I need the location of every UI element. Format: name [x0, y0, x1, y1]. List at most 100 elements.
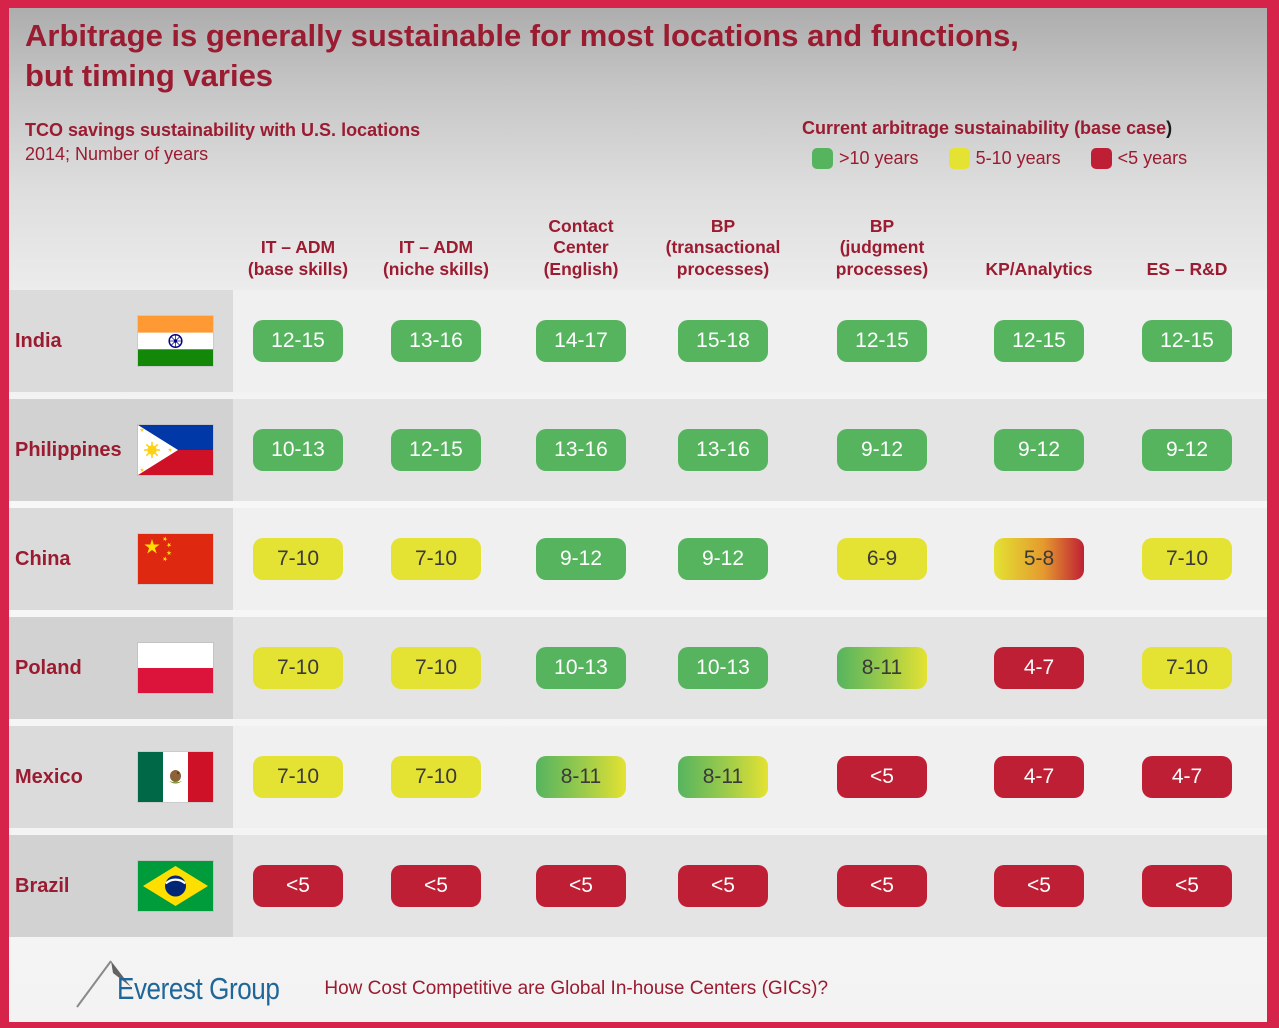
value-pill: 13-16: [678, 429, 768, 471]
value-pill: 12-15: [837, 320, 927, 362]
legend-item: <5 years: [1090, 148, 1188, 169]
table-cell: 14-17: [509, 290, 653, 392]
value-pill: 7-10: [253, 538, 343, 580]
legend-label: <5 years: [1117, 148, 1188, 168]
country-name: Poland: [15, 656, 82, 679]
value-pill: 8-11: [837, 647, 927, 689]
table-cell: 9-12: [971, 399, 1107, 501]
india-flag-icon: [138, 316, 213, 366]
column-header: ES – R&D: [1146, 258, 1228, 279]
value-pill: <5: [837, 865, 927, 907]
table-cell: 7-10: [233, 726, 363, 828]
table-cell: 5-8: [971, 508, 1107, 610]
value-pill: 15-18: [678, 320, 768, 362]
value-pill: 9-12: [1142, 429, 1232, 471]
value-pill: 7-10: [391, 647, 481, 689]
table-cell: 15-18: [653, 290, 793, 392]
country-name: India: [15, 329, 62, 352]
red-swatch-icon: [1090, 148, 1112, 169]
table-cell: 8-11: [653, 726, 793, 828]
row-label: Poland: [9, 617, 233, 719]
value-pill: 10-13: [253, 429, 343, 471]
brazil-flag-icon: [138, 861, 213, 911]
value-pill: 7-10: [253, 647, 343, 689]
table-header: IT – ADM (base skills) IT – ADM (niche sk…: [9, 204, 1267, 288]
value-pill: 12-15: [994, 320, 1084, 362]
value-pill: 4-7: [994, 647, 1084, 689]
table-cell: 12-15: [233, 290, 363, 392]
table-cell: <5: [233, 835, 363, 937]
table-cell: 7-10: [363, 726, 509, 828]
value-pill: <5: [1142, 865, 1232, 907]
table-row: India 12-15 13-16 14-17 15-18 12-15 12-15 12-1…: [9, 290, 1267, 392]
table-row: China 7-10 7-10 9-12 9-12 6-9 5-8 7-10: [9, 508, 1267, 610]
table-cell: 10-13: [233, 399, 363, 501]
value-pill: 7-10: [1142, 538, 1232, 580]
value-pill: <5: [837, 756, 927, 798]
row-label: India: [9, 290, 233, 392]
poland-flag-icon: [138, 643, 213, 693]
philippines-flag-icon: [138, 425, 213, 475]
table-cell: 12-15: [1107, 290, 1267, 392]
legend-items: >10 years 5-10 years <5 years: [812, 148, 1217, 169]
legend-title: Current arbitrage sustainability (base c…: [802, 118, 1217, 139]
subtitle-line1: TCO savings sustainability with U.S. loc…: [25, 120, 421, 140]
value-pill: <5: [253, 865, 343, 907]
mexico-flag-icon: [138, 752, 213, 802]
value-pill: 5-8: [994, 538, 1084, 580]
value-pill: <5: [994, 865, 1084, 907]
value-pill: 9-12: [678, 538, 768, 580]
country-name: China: [15, 547, 71, 570]
value-pill: 6-9: [837, 538, 927, 580]
everest-group-logo: Everest Group: [76, 960, 310, 1008]
table-cell: 13-16: [363, 290, 509, 392]
value-pill: 7-10: [1142, 647, 1232, 689]
table-cell: <5: [363, 835, 509, 937]
value-pill: 14-17: [536, 320, 626, 362]
value-pill: <5: [678, 865, 768, 907]
country-name: Brazil: [15, 874, 70, 897]
column-header: BP (transactional processes): [665, 215, 781, 279]
china-flag-icon: [138, 534, 213, 584]
value-pill: 7-10: [253, 756, 343, 798]
yellow-swatch-icon: [948, 148, 970, 169]
chart-subtitle: TCO savings sustainability with U.S. loc…: [25, 118, 420, 167]
value-pill: 4-7: [1142, 756, 1232, 798]
table-cell: <5: [509, 835, 653, 937]
column-header: Contact Center (English): [543, 215, 619, 279]
footer-caption: How Cost Competitive are Global In-house…: [324, 978, 829, 999]
value-pill: 8-11: [678, 756, 768, 798]
table-cell: 7-10: [1107, 617, 1267, 719]
table-cell: 9-12: [1107, 399, 1267, 501]
table-cell: 9-12: [509, 508, 653, 610]
table-cell: 4-7: [971, 617, 1107, 719]
value-pill: 10-13: [678, 647, 768, 689]
legend-title-paren: ): [1166, 118, 1173, 138]
value-pill: 13-16: [391, 320, 481, 362]
slide-title-line2: but timing varies: [25, 57, 274, 93]
table-cell: 9-12: [653, 508, 793, 610]
table-row: Poland 7-10 7-10 10-13 10-13 8-11 4-7 7-10: [9, 617, 1267, 719]
legend: Current arbitrage sustainability (base c…: [802, 118, 1217, 169]
table-cell: <5: [971, 835, 1107, 937]
table-cell: 7-10: [233, 617, 363, 719]
value-pill: 12-15: [391, 429, 481, 471]
column-header: IT – ADM (base skills): [247, 237, 349, 279]
row-label: China: [9, 508, 233, 610]
table-row: Brazil <5 <5 <5 <5 <5 <5 <5: [9, 835, 1267, 937]
slide-title-line1: Arbitrage is generally sustainable for m…: [25, 18, 1019, 53]
table-cell: 10-13: [509, 617, 653, 719]
table-cell: 7-10: [1107, 508, 1267, 610]
table-cell: 12-15: [363, 399, 509, 501]
country-name: Philippines: [15, 438, 122, 461]
table-cell: 10-13: [653, 617, 793, 719]
table-cell: <5: [1107, 835, 1267, 937]
value-pill: 4-7: [994, 756, 1084, 798]
table-cell: <5: [793, 835, 971, 937]
value-pill: 10-13: [536, 647, 626, 689]
table-cell: 12-15: [793, 290, 971, 392]
slide-title: Arbitrage is generally sustainable for m…: [25, 16, 1019, 95]
value-pill: 13-16: [536, 429, 626, 471]
column-header: BP (judgment processes): [835, 215, 929, 279]
table-cell: 7-10: [363, 617, 509, 719]
